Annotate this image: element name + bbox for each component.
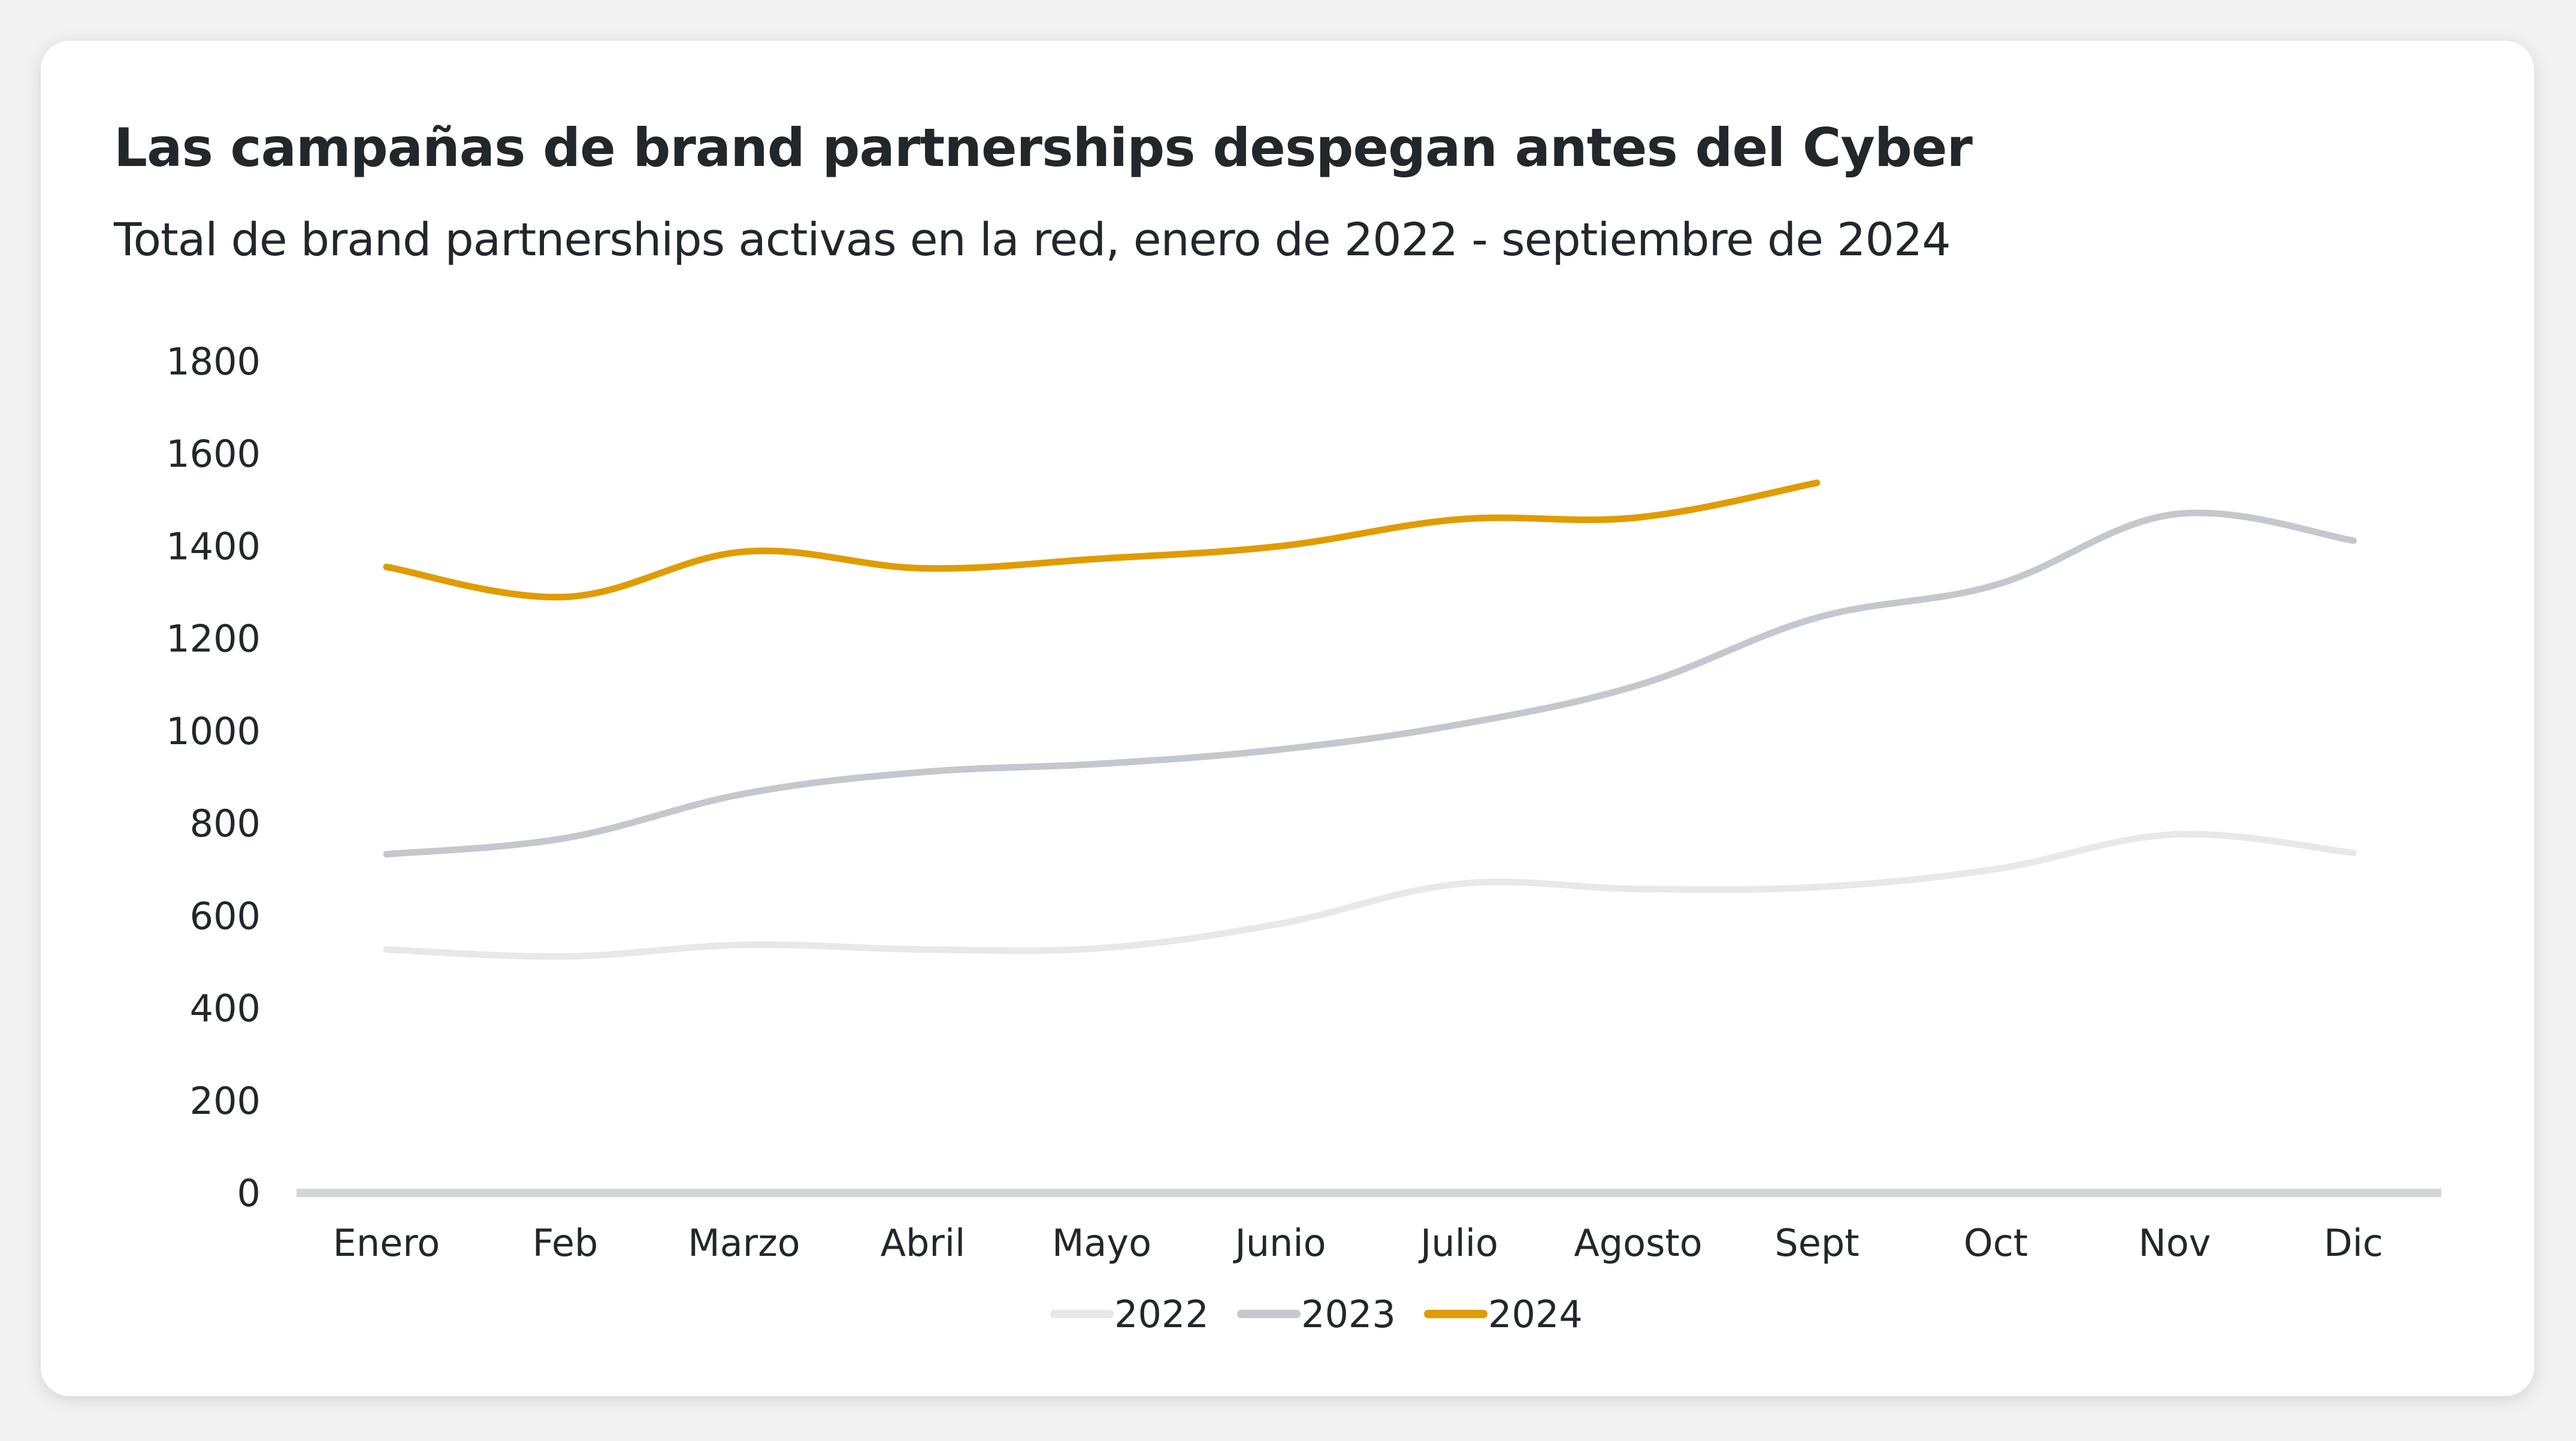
series-line-2022 [383, 830, 2357, 960]
x-tick-label: Dic [2324, 1221, 2383, 1265]
x-tick-label: Abril [881, 1221, 966, 1265]
y-tick-label: 600 [190, 894, 261, 938]
x-tick-label: Mayo [1052, 1221, 1151, 1265]
legend-label: 2024 [1488, 1292, 1583, 1336]
x-tick-label: Marzo [688, 1221, 800, 1265]
series-line-2024 [383, 479, 1821, 601]
y-tick-label: 800 [190, 802, 261, 845]
x-tick-label: Junio [1232, 1221, 1326, 1265]
y-tick-label: 1200 [166, 617, 261, 661]
x-tick-label: Sept [1774, 1221, 1859, 1265]
x-tick-label: Enero [333, 1221, 440, 1265]
y-tick-label: 1800 [166, 340, 261, 383]
series-line-2023 [383, 509, 2357, 858]
x-tick-label: Agosto [1574, 1221, 1702, 1265]
x-tick-label: Oct [1964, 1221, 2028, 1265]
x-tick-label: Julio [1418, 1221, 1498, 1265]
y-tick-label: 1400 [166, 524, 261, 568]
y-tick-label: 200 [190, 1079, 261, 1123]
chart-subtitle: Total de brand partnerships activas en l… [114, 213, 1951, 266]
y-tick-label: 0 [237, 1171, 261, 1215]
y-tick-label: 1600 [166, 432, 261, 476]
y-tick-label: 1000 [166, 709, 261, 753]
chart-title: Las campañas de brand partnerships despe… [114, 117, 1973, 179]
y-tick-label: 400 [190, 987, 261, 1031]
x-tick-label: Nov [2138, 1221, 2211, 1265]
x-tick-label: Feb [533, 1221, 598, 1265]
legend-label: 2023 [1301, 1292, 1396, 1336]
chart-card [41, 41, 2534, 1396]
legend-label: 2022 [1114, 1292, 1209, 1336]
